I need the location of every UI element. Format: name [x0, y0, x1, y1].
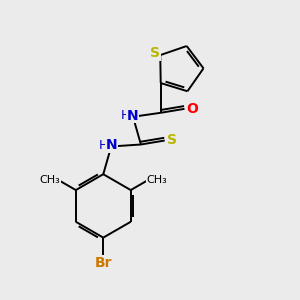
Text: N: N — [127, 109, 139, 123]
Text: H: H — [120, 109, 130, 122]
Text: S: S — [150, 46, 160, 60]
Text: CH₃: CH₃ — [39, 175, 60, 185]
Text: H: H — [99, 139, 108, 152]
Text: Br: Br — [94, 256, 112, 270]
Text: CH₃: CH₃ — [146, 175, 167, 185]
Text: O: O — [187, 102, 198, 116]
Text: S: S — [167, 133, 177, 146]
Text: N: N — [105, 139, 117, 152]
